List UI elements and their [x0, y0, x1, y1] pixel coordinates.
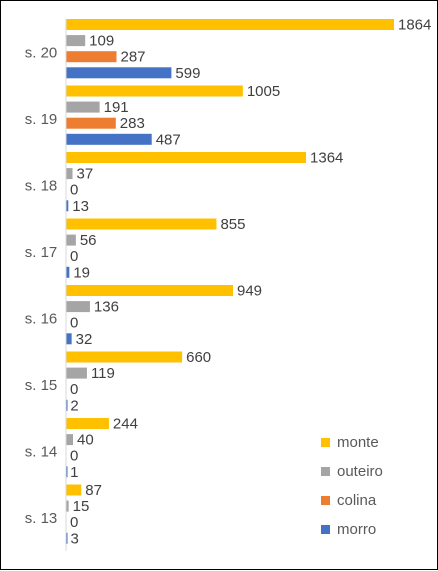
data-label-monte-s-15: 660: [186, 349, 211, 366]
bar-morro-s-14: [66, 466, 68, 478]
data-label-outeiro-s-20: 109: [89, 33, 114, 50]
legend-swatch-morro: [321, 525, 330, 534]
bar-morro-s-17: [66, 266, 70, 278]
bar-outeiro-s-19: [66, 101, 100, 113]
bar-colina-s-19: [66, 117, 116, 129]
bar-outeiro-s-14: [66, 434, 74, 446]
data-label-morro-s-20: 599: [175, 65, 200, 82]
data-label-colina-s-17: 0: [70, 248, 78, 265]
bar-morro-s-20: [66, 67, 172, 79]
category-label-s-17: s. 17: [25, 244, 58, 261]
legend-label-morro: morro: [337, 521, 376, 538]
data-label-outeiro-s-18: 37: [77, 166, 94, 183]
bar-monte-s-18: [66, 152, 307, 163]
category-label-s-13: s. 13: [25, 510, 58, 527]
bar-monte-s-14: [66, 418, 109, 429]
data-label-morro-s-18: 13: [72, 198, 89, 215]
data-label-outeiro-s-13: 15: [73, 498, 90, 515]
bar-outeiro-s-16: [66, 301, 90, 313]
legend-swatch-outeiro: [321, 467, 330, 476]
category-label-s-19: s. 19: [25, 111, 58, 128]
bar-morro-s-18: [66, 200, 69, 212]
category-label-s-16: s. 16: [25, 310, 58, 327]
bar-morro-s-13: [66, 532, 68, 544]
category-label-s-18: s. 18: [25, 177, 58, 194]
data-label-colina-s-16: 0: [70, 315, 78, 332]
bar-monte-s-17: [66, 218, 217, 230]
legend-label-outeiro: outeiro: [337, 463, 383, 480]
data-label-colina-s-13: 0: [70, 514, 78, 531]
legend-label-monte: monte: [337, 434, 379, 451]
bar-morro-s-19: [66, 133, 152, 145]
data-label-morro-s-17: 19: [73, 264, 90, 281]
data-label-monte-s-19: 1005: [247, 83, 280, 100]
bar-morro-s-15: [66, 399, 68, 411]
bar-outeiro-s-13: [66, 500, 69, 512]
data-label-outeiro-s-14: 40: [77, 432, 94, 449]
bar-outeiro-s-15: [66, 367, 87, 379]
legend-swatch-colina: [321, 496, 330, 505]
data-label-colina-s-18: 0: [70, 182, 78, 199]
data-label-monte-s-16: 949: [237, 283, 262, 300]
category-label-s-20: s. 20: [25, 44, 58, 61]
category-label-s-14: s. 14: [25, 443, 58, 460]
category-label-s-15: s. 15: [25, 377, 58, 394]
bar-monte-s-19: [66, 85, 243, 97]
bar-monte-s-13: [66, 484, 82, 496]
legend-swatch-monte: [321, 438, 330, 447]
data-label-monte-s-17: 855: [220, 216, 245, 233]
data-label-morro-s-16: 32: [76, 331, 93, 348]
data-label-outeiro-s-19: 191: [104, 99, 129, 116]
data-label-monte-s-13: 87: [85, 482, 102, 499]
data-label-outeiro-s-16: 136: [94, 299, 119, 316]
data-label-morro-s-15: 2: [70, 397, 78, 414]
legend-label-colina: colina: [337, 492, 377, 509]
data-label-monte-s-14: 244: [113, 416, 138, 433]
bar-monte-s-20: [66, 19, 394, 30]
bar-outeiro-s-17: [66, 234, 76, 246]
data-label-outeiro-s-17: 56: [80, 232, 97, 249]
data-label-colina-s-14: 0: [70, 448, 78, 465]
data-label-morro-s-13: 3: [71, 530, 79, 547]
data-label-colina-s-20: 287: [121, 49, 146, 66]
bar-monte-s-16: [66, 285, 233, 296]
data-label-colina-s-19: 283: [120, 115, 145, 132]
data-label-morro-s-14: 1: [70, 464, 78, 481]
bar-morro-s-16: [66, 333, 72, 345]
data-label-outeiro-s-15: 119: [91, 365, 115, 382]
bar-colina-s-20: [66, 51, 117, 63]
data-label-monte-s-18: 1364: [310, 150, 343, 167]
data-label-monte-s-20: 1864: [398, 17, 431, 34]
data-label-colina-s-15: 0: [70, 381, 78, 398]
bar-outeiro-s-18: [66, 168, 73, 180]
bar-outeiro-s-20: [66, 35, 86, 47]
data-label-morro-s-19: 487: [156, 131, 181, 148]
bar-monte-s-15: [66, 351, 183, 363]
